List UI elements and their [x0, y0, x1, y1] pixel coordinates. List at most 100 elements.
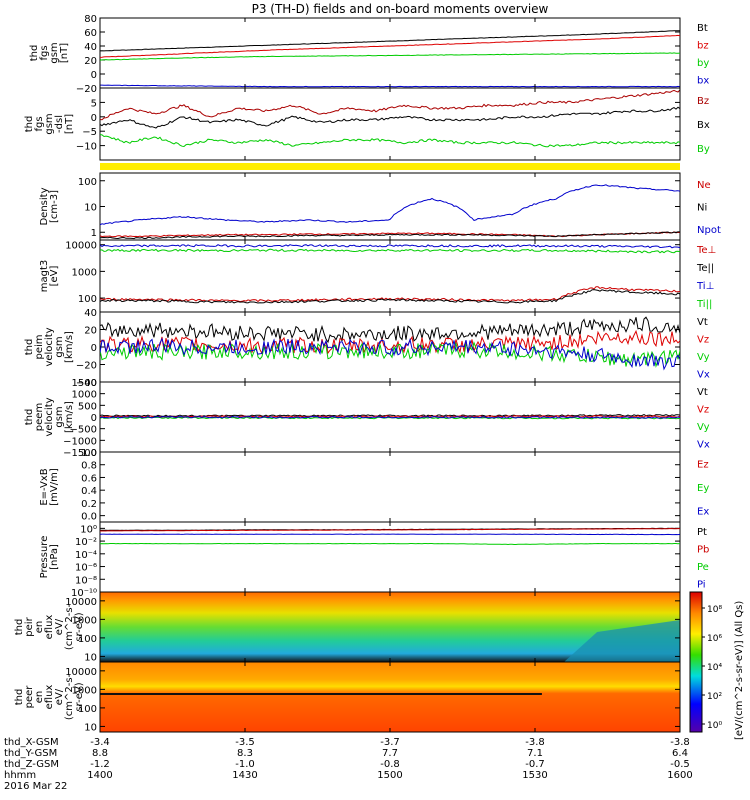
spectrogram-feature [564, 620, 680, 662]
y-tick-label: 10⁻⁸ [75, 575, 97, 586]
y-tick-label: −1500 [63, 448, 97, 459]
legend-bx: bx [697, 75, 709, 86]
y-axis-label: magt3[eV] [39, 260, 60, 293]
y-tick-label: 10⁻¹⁰ [71, 588, 97, 599]
legend-by: by [697, 58, 709, 69]
y-tick-label: 1000 [72, 390, 97, 401]
y-tick-label: 10⁻⁴ [75, 550, 97, 561]
y-tick-label: 0.2 [81, 499, 97, 510]
legend-Pt: Pt [697, 527, 707, 538]
ephemeris-z: -1.0 [235, 759, 255, 770]
panel-efield: 0.0 0.2 0.4 0.60.8 1.0 E=-VxB[mV/m] Ez Ey Ex [39, 448, 709, 523]
y-tick-label: 10⁻⁶ [75, 563, 97, 574]
y-tick-label: 0 [91, 413, 97, 424]
series-line [100, 337, 680, 371]
series-line [100, 244, 680, 249]
series-line [100, 231, 680, 240]
ephemeris-z: -0.8 [380, 759, 400, 770]
series-line [100, 89, 680, 121]
y-tick-label: 1000 [72, 267, 97, 278]
panel-peim_velocity: −40 −20 0 20 40 thdpeimvelocitygsm[km/s] Vt Vz V… [24, 308, 710, 389]
panel-temperature: 100 1000 10000 magt3[eV] Te⊥ Te|| Ti⊥ Ti|| [39, 239, 716, 313]
colorbar-tick-label: 10⁰ [707, 721, 722, 731]
colorbar-tick-label: 10⁸ [707, 605, 722, 615]
legend-Ez: Ez [697, 460, 709, 471]
series-group [100, 414, 680, 420]
series-line [100, 34, 680, 58]
y-tick-label: −1000 [63, 436, 97, 447]
series-line [100, 542, 680, 546]
legend-By: By [697, 144, 710, 155]
y-tick-label: 40 [84, 308, 97, 319]
y-tick-label: 100 [78, 704, 97, 715]
legend-Te||: Te|| [696, 263, 714, 274]
series-line [100, 52, 680, 61]
ephemeris-row-label: thd_Z-GSM [4, 759, 59, 770]
ephemeris-x: -3.5 [235, 737, 255, 748]
legend-Vz: Vz [697, 334, 709, 345]
legend-bz: bz [697, 40, 709, 51]
series-line [100, 316, 680, 344]
series-line [100, 533, 680, 536]
y-axis-label: thdfgsgsm[nT] [29, 42, 70, 63]
legend-Ex: Ex [697, 506, 709, 517]
panel-pressure: 10⁻¹⁰ 10⁻⁸10⁻⁶ 10⁻⁴ 10⁻² 10⁰ Pressure[nPa] Pt P… [39, 521, 709, 599]
y-tick-label: −500 [70, 425, 97, 436]
ephemeris-z: -0.5 [670, 759, 690, 770]
y-tick-label: 0 [91, 70, 97, 81]
legend-Ti⊥: Ti⊥ [696, 281, 714, 292]
legend-Bt: Bt [697, 23, 708, 34]
panel-frame [99, 521, 681, 593]
ephemeris-row-label: thd_X-GSM [4, 737, 59, 748]
ephemeris-row-label: hhmm [4, 770, 36, 781]
legend-Vt: Vt [697, 317, 708, 328]
ephemeris-y: 8.8 [92, 748, 108, 759]
legend-Ne: Ne [697, 180, 711, 191]
y-tick-label: 80 [84, 14, 97, 25]
y-tick-label: 100 [78, 634, 97, 645]
y-tick-label: 40 [84, 42, 97, 53]
ephemeris-x: -3.7 [380, 737, 400, 748]
series-group [100, 244, 680, 304]
panel-peir_eflux: 10 100 1000 10000thdpeirenefluxeV/(cm^2-s-s… [14, 591, 681, 663]
series-line [100, 134, 680, 148]
y-tick-label: 0 [91, 343, 97, 354]
legend-Pb: Pb [697, 544, 709, 555]
y-axis-label: thdfgsgsm-dsl[nT] [24, 113, 75, 134]
y-tick-label: 10 [84, 722, 97, 733]
y-tick-label: 5 [91, 98, 97, 109]
ephemeris-z: -1.2 [90, 759, 110, 770]
y-tick-label: 10000 [65, 667, 97, 678]
colorbar-tick-label: 10⁴ [707, 663, 722, 673]
ephemeris-y: 6.4 [672, 748, 688, 759]
y-tick-label: 0.0 [81, 512, 97, 523]
panel-frame [99, 451, 681, 523]
legend-Pe: Pe [697, 562, 709, 573]
y-tick-label: 10 [84, 652, 97, 663]
series-line [100, 527, 680, 532]
legend-Vt: Vt [697, 387, 708, 398]
ephemeris-y: 7.1 [527, 748, 543, 759]
colorbar-tick-label: 10⁶ [707, 634, 722, 644]
series-line [100, 415, 680, 419]
y-tick-label: 1500 [72, 378, 97, 389]
ephemeris-hhmm: 1600 [667, 770, 692, 781]
y-axis-label: thdpeemvelocitygsm[km/s] [24, 397, 75, 436]
y-tick-label: 10⁻² [75, 537, 97, 548]
series-line [100, 286, 680, 303]
y-tick-label: 10 [84, 203, 97, 214]
y-tick-label: 0.8 [81, 461, 97, 472]
y-tick-label: −10 [76, 142, 97, 153]
series-group [100, 527, 680, 546]
colorbar-scale [689, 591, 703, 733]
y-tick-label: 20 [84, 56, 97, 67]
status-bar [100, 163, 680, 170]
ephemeris-hhmm: 1530 [522, 770, 547, 781]
y-tick-label: 100 [78, 294, 97, 305]
legend-Pi: Pi [697, 579, 706, 590]
ephemeris-x: -3.8 [525, 737, 545, 748]
y-tick-label: 0.6 [81, 473, 97, 484]
series-line [100, 289, 680, 304]
y-axis-label: Density[cm-3] [39, 187, 60, 225]
